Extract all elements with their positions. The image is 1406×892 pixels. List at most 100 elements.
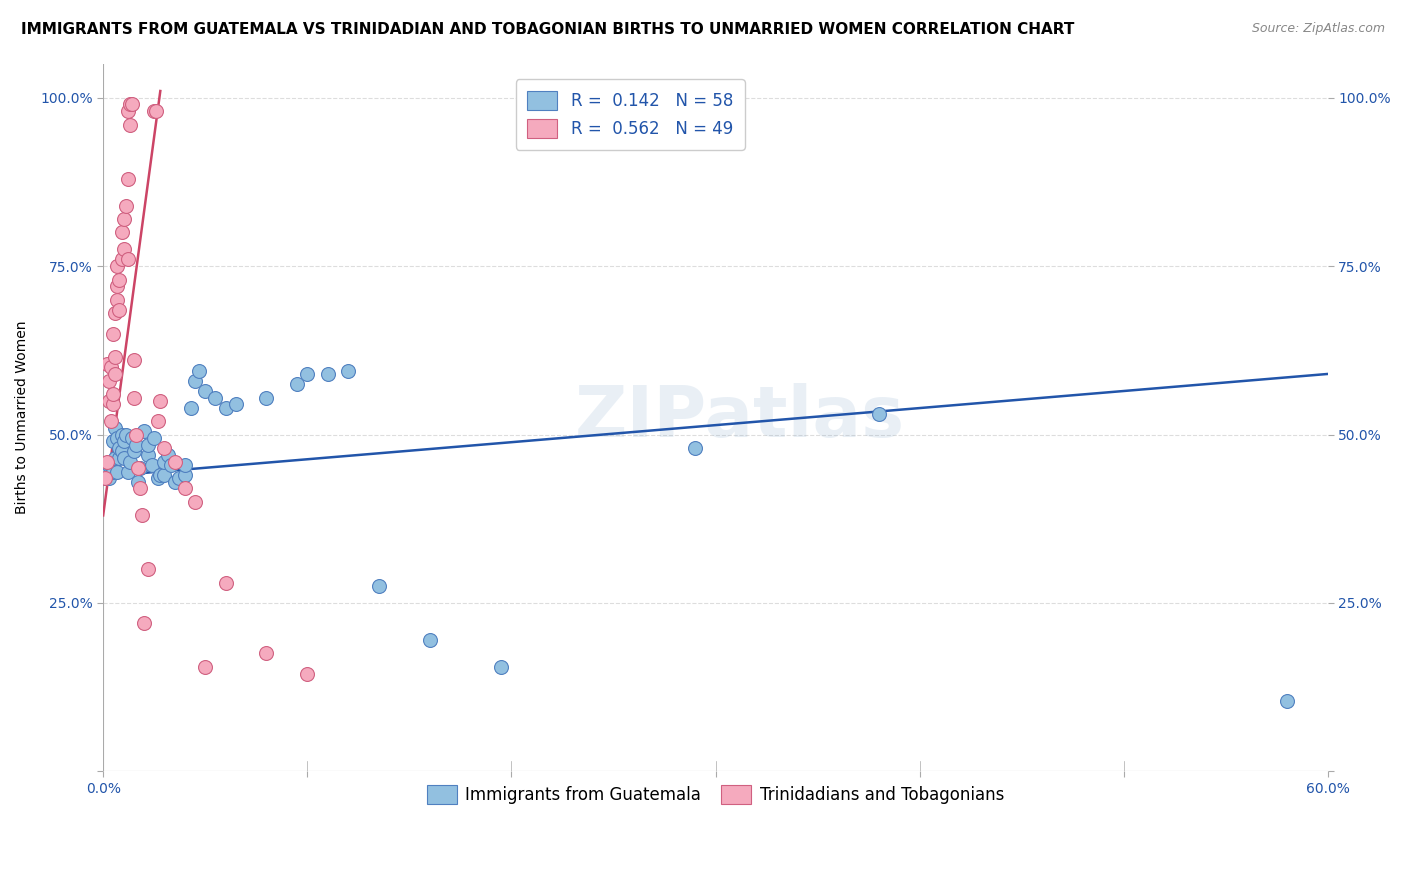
- Point: [104, 421, 127, 435]
- Point: [104, 306, 127, 320]
- Point: [117, 104, 139, 119]
- Point: [103, 326, 125, 341]
- Point: [114, 198, 136, 212]
- Point: [297, 367, 319, 381]
- Point: [173, 482, 195, 496]
- Point: [110, 427, 132, 442]
- Point: [149, 393, 172, 408]
- Point: [112, 212, 135, 227]
- Point: [143, 104, 166, 119]
- Point: [127, 475, 149, 489]
- Point: [167, 471, 190, 485]
- Point: [117, 171, 139, 186]
- Point: [136, 562, 159, 576]
- Point: [127, 461, 149, 475]
- Text: ZIPatlas: ZIPatlas: [575, 384, 905, 452]
- Point: [128, 482, 150, 496]
- Point: [107, 259, 129, 273]
- Point: [104, 367, 127, 381]
- Point: [100, 360, 122, 375]
- Point: [98, 458, 121, 472]
- Point: [98, 471, 121, 485]
- Point: [98, 393, 121, 408]
- Point: [107, 293, 129, 307]
- Point: [163, 454, 186, 468]
- Point: [148, 471, 170, 485]
- Point: [103, 434, 125, 449]
- Point: [98, 374, 121, 388]
- Point: [132, 424, 155, 438]
- Point: [143, 431, 166, 445]
- Point: [96, 465, 118, 479]
- Point: [125, 438, 148, 452]
- Point: [194, 660, 217, 674]
- Point: [173, 467, 195, 482]
- Point: [337, 363, 360, 377]
- Point: [285, 377, 308, 392]
- Point: [136, 438, 159, 452]
- Point: [153, 467, 176, 482]
- Point: [180, 401, 202, 415]
- Point: [122, 444, 145, 458]
- Point: [136, 448, 159, 462]
- Point: [96, 454, 118, 468]
- Point: [256, 391, 278, 405]
- Point: [117, 465, 139, 479]
- Point: [125, 427, 148, 442]
- Point: [110, 252, 132, 267]
- Point: [316, 367, 339, 381]
- Legend: Immigrants from Guatemala, Trinidadians and Tobagonians: Immigrants from Guatemala, Trinidadians …: [415, 773, 1015, 816]
- Point: [225, 397, 247, 411]
- Point: [103, 397, 125, 411]
- Point: [122, 391, 145, 405]
- Point: [107, 465, 129, 479]
- Point: [103, 387, 125, 401]
- Point: [110, 226, 132, 240]
- Point: [94, 471, 117, 485]
- Point: [96, 357, 118, 371]
- Point: [153, 441, 176, 455]
- Point: [148, 414, 170, 428]
- Point: [121, 431, 143, 445]
- Point: [118, 118, 141, 132]
- Point: [184, 495, 207, 509]
- Point: [108, 272, 131, 286]
- Point: [145, 104, 167, 119]
- Point: [117, 252, 139, 267]
- Point: [204, 391, 226, 405]
- Point: [1275, 693, 1298, 707]
- Point: [367, 579, 389, 593]
- Point: [108, 451, 131, 466]
- Point: [157, 448, 180, 462]
- Point: [419, 633, 441, 648]
- Point: [112, 242, 135, 256]
- Point: [107, 279, 129, 293]
- Point: [128, 461, 150, 475]
- Point: [118, 97, 141, 112]
- Point: [188, 363, 211, 377]
- Point: [149, 467, 172, 482]
- Point: [122, 353, 145, 368]
- Point: [159, 458, 181, 472]
- Point: [214, 401, 236, 415]
- Point: [108, 441, 131, 455]
- Point: [100, 414, 122, 428]
- Point: [868, 408, 890, 422]
- Point: [173, 458, 195, 472]
- Point: [112, 451, 135, 466]
- Point: [110, 444, 132, 458]
- Point: [256, 647, 278, 661]
- Point: [141, 458, 163, 472]
- Point: [683, 441, 706, 455]
- Point: [194, 384, 217, 398]
- Y-axis label: Births to Unmarried Women: Births to Unmarried Women: [15, 321, 30, 515]
- Point: [184, 374, 207, 388]
- Point: [214, 575, 236, 590]
- Point: [297, 666, 319, 681]
- Point: [131, 508, 153, 523]
- Point: [100, 458, 122, 472]
- Point: [153, 454, 176, 468]
- Text: Source: ZipAtlas.com: Source: ZipAtlas.com: [1251, 22, 1385, 36]
- Point: [103, 465, 125, 479]
- Point: [163, 475, 186, 489]
